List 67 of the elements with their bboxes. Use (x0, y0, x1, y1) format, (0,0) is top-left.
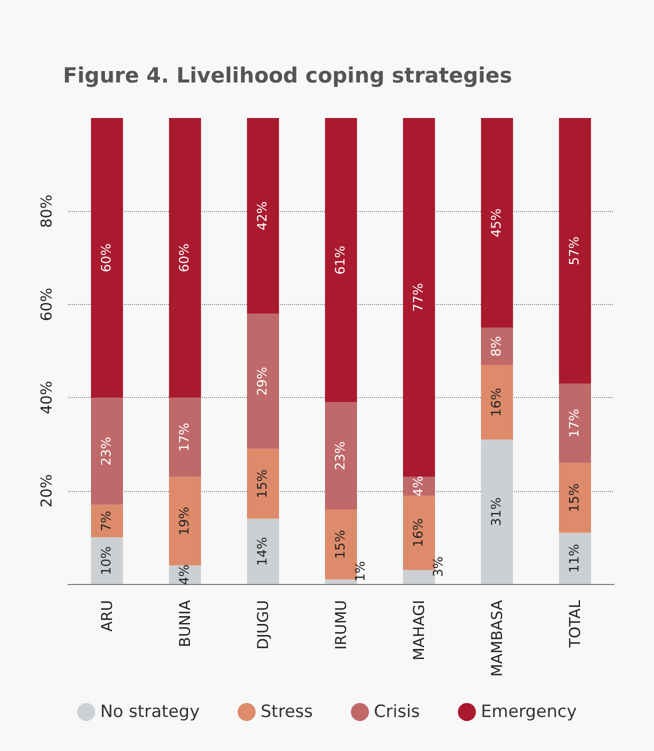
y-tick-label: 20% (38, 474, 56, 508)
bar (247, 448, 279, 519)
data-label: 4% (412, 476, 426, 496)
data-label: 1% (354, 561, 368, 582)
y-tick-label: 80% (38, 194, 56, 228)
bar (559, 532, 591, 584)
data-label: 23% (100, 436, 114, 466)
data-label: 57% (568, 236, 582, 266)
x-tick-label: DJUGU (254, 600, 272, 650)
bar (481, 118, 513, 328)
legend-label: Crisis (374, 702, 420, 722)
bar (247, 314, 279, 449)
legend-label: No strategy (100, 702, 200, 722)
data-label: 60% (100, 243, 114, 272)
bar (91, 118, 123, 398)
bar (481, 328, 513, 365)
data-label: 45% (490, 208, 504, 238)
data-label: 15% (256, 469, 270, 498)
bar (91, 537, 123, 584)
data-label: 4% (178, 564, 192, 585)
bar (325, 579, 357, 584)
data-label: 29% (256, 366, 270, 396)
legend-label: Emergency (480, 702, 577, 722)
y-tick-label: 60% (38, 288, 56, 322)
bar (559, 462, 591, 533)
legend-label: Stress (260, 702, 314, 722)
bar (247, 118, 279, 314)
data-label: 61% (334, 246, 348, 275)
bar (169, 476, 201, 566)
x-tick-label: MAHAGI (410, 600, 428, 661)
x-tick-label: BUNIA (176, 599, 194, 648)
y-tick-label: 40% (38, 380, 56, 414)
bar (325, 402, 357, 510)
bar (481, 364, 513, 440)
data-label: 11% (568, 544, 582, 573)
bar (169, 118, 201, 398)
bar (91, 398, 123, 505)
bar (169, 398, 201, 477)
x-tick-label: MAMBASA (488, 599, 506, 677)
bar (325, 118, 357, 402)
data-label: 7% (100, 510, 114, 532)
data-label: 60% (178, 243, 192, 272)
x-tick-label: TOTAL (566, 599, 584, 649)
bar (481, 440, 513, 584)
bar (247, 518, 279, 584)
chart-title: Figure 4. Livelihood coping strategies (63, 64, 512, 88)
bar (91, 504, 123, 538)
bar (559, 384, 591, 463)
data-label: 77% (412, 282, 426, 312)
data-label: 15% (334, 530, 348, 559)
data-label: 17% (178, 422, 192, 452)
x-tick-label: ARU (98, 600, 116, 632)
data-label: 42% (256, 201, 270, 230)
data-label: 15% (568, 483, 582, 512)
bar (403, 118, 435, 477)
data-label: 3% (432, 556, 446, 578)
data-label: 16% (490, 388, 504, 417)
bar (559, 118, 591, 384)
data-label: 14% (256, 536, 270, 566)
x-tick-label: IRUMU (332, 600, 350, 650)
data-label: 23% (334, 441, 348, 470)
data-label: 16% (412, 518, 426, 548)
data-label: 17% (568, 408, 582, 438)
data-label: 31% (490, 497, 504, 526)
data-label: 10% (100, 546, 114, 576)
data-label: 19% (178, 506, 192, 536)
data-label: 8% (490, 336, 504, 357)
